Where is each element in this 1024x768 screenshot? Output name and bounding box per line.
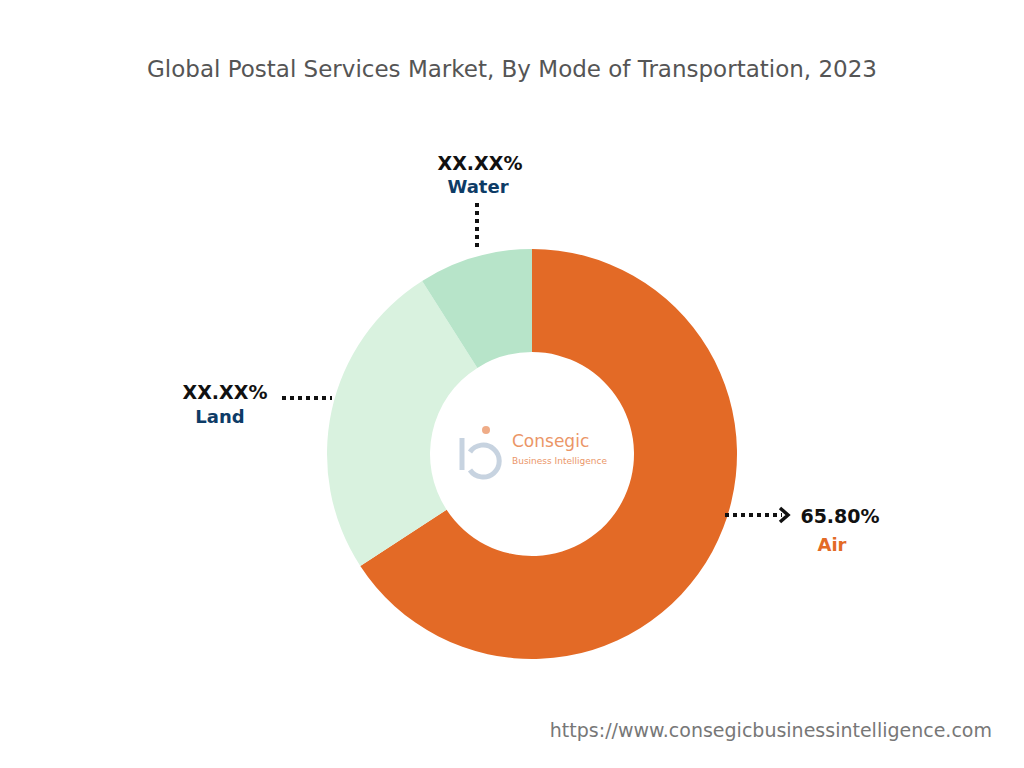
data-label: XX.XX%	[438, 152, 523, 174]
watermark-subtitle: Business Intelligence	[512, 456, 607, 466]
category-label: Water	[447, 176, 508, 197]
slices	[327, 249, 737, 659]
background	[0, 0, 1024, 768]
leader-line	[475, 203, 479, 250]
logo-shape	[470, 445, 499, 477]
chart: Global Postal Services Market, By Mode o…	[0, 0, 1024, 768]
leader-arrow	[780, 508, 788, 522]
watermark-name: Consegic	[512, 431, 589, 451]
logo-shape	[460, 438, 465, 470]
source: https://www.consegicbusinessintelligence…	[550, 719, 992, 741]
title: Global Postal Services Market, By Mode o…	[147, 56, 877, 82]
data-label: 65.80%	[800, 505, 879, 527]
watermark	[462, 426, 499, 477]
leader-line	[282, 396, 332, 400]
category-label: Land	[195, 406, 244, 427]
logo-shape	[482, 426, 490, 434]
leader-line	[725, 513, 782, 517]
category-label: Air	[818, 534, 847, 555]
data-label: XX.XX%	[183, 381, 268, 403]
slice	[422, 249, 532, 368]
